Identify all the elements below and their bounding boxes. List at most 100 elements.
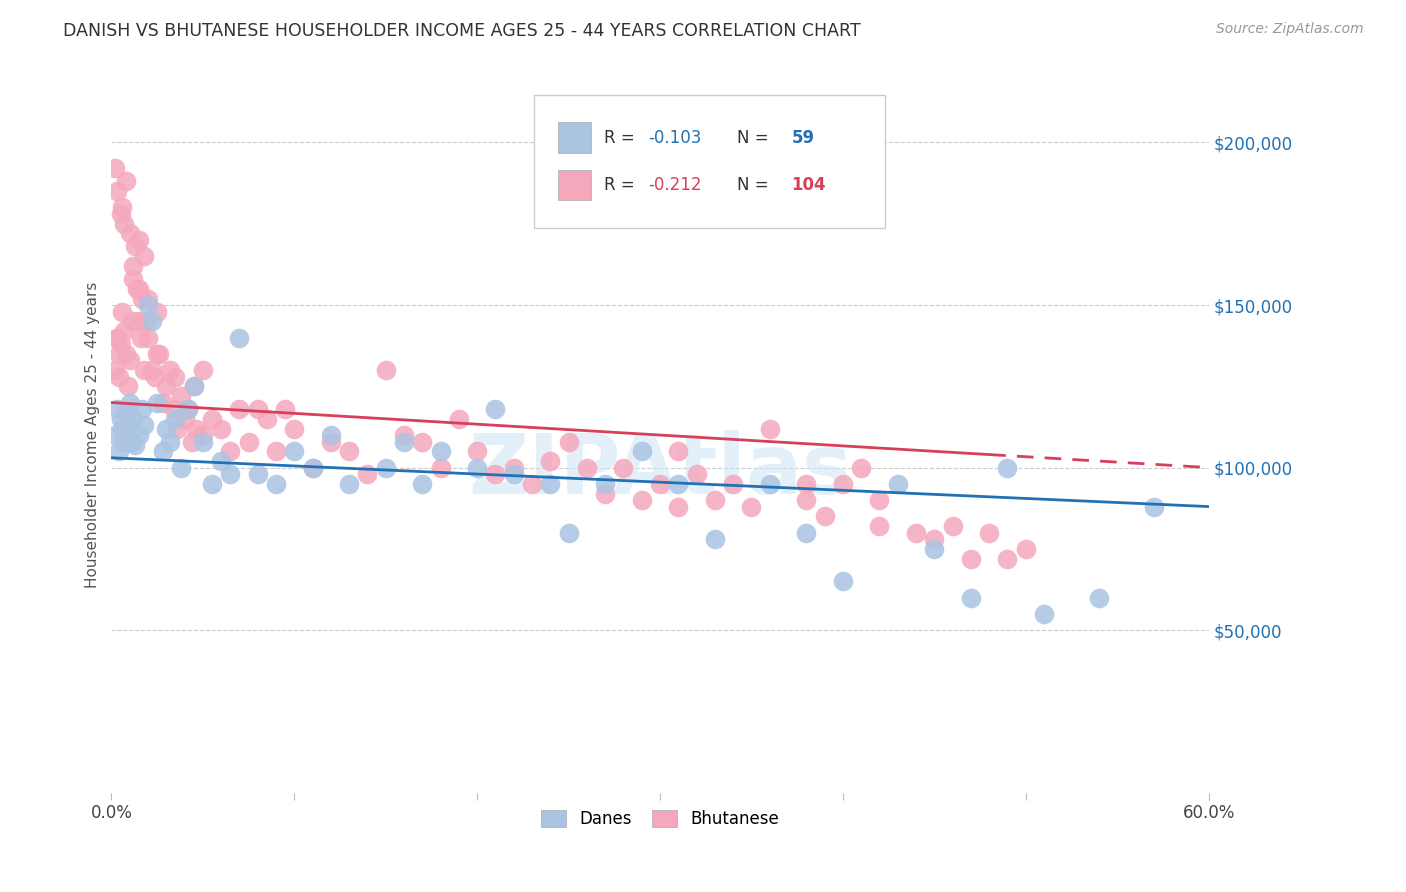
- Point: [465, 460, 488, 475]
- Point: [128, 233, 150, 247]
- Point: [849, 460, 872, 475]
- Legend: Danes, Bhutanese: Danes, Bhutanese: [534, 803, 786, 834]
- Point: [110, 411, 132, 425]
- Point: [115, 174, 138, 188]
- Point: [159, 363, 181, 377]
- Point: [115, 405, 138, 419]
- Point: [209, 454, 232, 468]
- Point: [538, 476, 561, 491]
- Point: [121, 314, 143, 328]
- Point: [319, 434, 342, 449]
- Point: [283, 444, 305, 458]
- Text: R =: R =: [605, 128, 634, 146]
- Point: [520, 476, 543, 491]
- Text: -0.212: -0.212: [648, 177, 702, 194]
- Point: [274, 402, 297, 417]
- Point: [411, 434, 433, 449]
- Point: [134, 418, 156, 433]
- Point: [170, 389, 193, 403]
- Point: [758, 421, 780, 435]
- Point: [228, 330, 250, 344]
- Point: [301, 460, 323, 475]
- Point: [392, 434, 415, 449]
- Point: [148, 347, 170, 361]
- Point: [170, 460, 193, 475]
- Point: [110, 207, 132, 221]
- Point: [356, 467, 378, 481]
- Point: [146, 395, 169, 409]
- Point: [429, 460, 451, 475]
- Point: [128, 314, 150, 328]
- Point: [484, 467, 506, 481]
- Point: [183, 379, 205, 393]
- Point: [593, 476, 616, 491]
- Point: [111, 304, 134, 318]
- Point: [115, 347, 138, 361]
- Point: [155, 379, 177, 393]
- Point: [191, 428, 214, 442]
- Point: [141, 314, 163, 328]
- Point: [165, 369, 187, 384]
- Point: [411, 476, 433, 491]
- Point: [1015, 541, 1038, 556]
- Point: [201, 476, 224, 491]
- Text: ZIPAtlas: ZIPAtlas: [468, 430, 852, 511]
- Point: [112, 324, 135, 338]
- Point: [794, 493, 817, 508]
- Point: [219, 444, 242, 458]
- Point: [301, 460, 323, 475]
- Point: [960, 591, 983, 605]
- Point: [813, 509, 835, 524]
- Point: [124, 239, 146, 253]
- Point: [117, 379, 139, 393]
- Point: [685, 467, 707, 481]
- Point: [238, 434, 260, 449]
- Point: [740, 500, 762, 514]
- Point: [125, 282, 148, 296]
- Point: [110, 337, 132, 351]
- Point: [107, 369, 129, 384]
- Point: [502, 467, 524, 481]
- Point: [104, 428, 127, 442]
- Point: [129, 330, 152, 344]
- Point: [146, 347, 169, 361]
- Text: DANISH VS BHUTANESE HOUSEHOLDER INCOME AGES 25 - 44 YEARS CORRELATION CHART: DANISH VS BHUTANESE HOUSEHOLDER INCOME A…: [63, 22, 860, 40]
- Point: [960, 551, 983, 566]
- Point: [256, 411, 278, 425]
- Point: [184, 421, 207, 435]
- Point: [557, 525, 579, 540]
- Point: [703, 493, 725, 508]
- Point: [177, 402, 200, 417]
- Point: [162, 402, 184, 417]
- Point: [177, 402, 200, 417]
- Point: [152, 395, 174, 409]
- Point: [136, 292, 159, 306]
- Point: [105, 330, 128, 344]
- Point: [159, 434, 181, 449]
- Point: [165, 411, 187, 425]
- Point: [465, 444, 488, 458]
- Point: [630, 493, 652, 508]
- Point: [575, 460, 598, 475]
- Point: [128, 282, 150, 296]
- Point: [283, 421, 305, 435]
- Point: [121, 434, 143, 449]
- Point: [831, 476, 853, 491]
- Point: [794, 525, 817, 540]
- Point: [117, 418, 139, 433]
- Point: [105, 402, 128, 417]
- Point: [107, 347, 129, 361]
- Point: [104, 363, 127, 377]
- Point: [868, 493, 890, 508]
- Point: [979, 525, 1001, 540]
- FancyBboxPatch shape: [558, 170, 591, 201]
- Point: [1033, 607, 1056, 621]
- Point: [135, 314, 157, 328]
- Point: [593, 486, 616, 500]
- Point: [703, 532, 725, 546]
- Point: [429, 444, 451, 458]
- Point: [136, 298, 159, 312]
- Point: [337, 444, 360, 458]
- Point: [264, 476, 287, 491]
- Point: [374, 363, 396, 377]
